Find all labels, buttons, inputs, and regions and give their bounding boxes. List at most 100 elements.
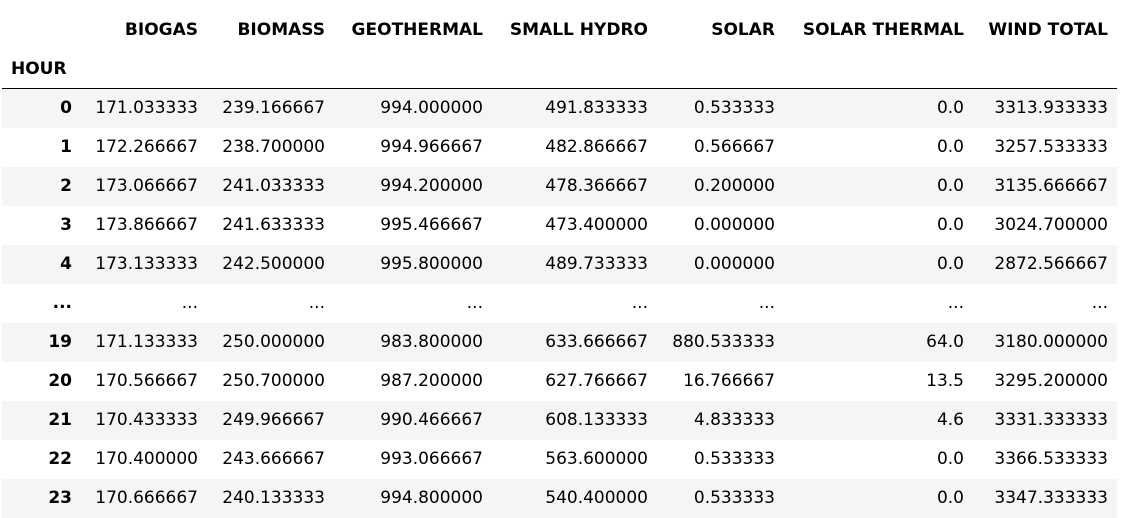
table-cell: 0.566667 [693,137,775,157]
table-cell: 173.066667 [95,176,198,196]
table-cell: 171.133333 [95,332,198,352]
table-cell: 3347.333333 [994,488,1108,508]
empty-header-cell [81,49,207,89]
table-cell: 0.200000 [693,176,775,196]
table-cell: 990.466667 [380,410,483,430]
table-cell: 238.700000 [222,137,325,157]
row-index: 19 [48,332,72,352]
table-cell: 4.6 [936,410,964,430]
row-index: 21 [48,410,72,430]
table-cell: 239.166667 [222,98,325,119]
table-cell: 0.533333 [693,488,775,508]
column-header: WIND TOTAL [988,19,1108,40]
table-cell: 13.5 [926,371,964,391]
table-cell: 627.766667 [545,371,648,391]
table-cell: 994.200000 [380,176,483,196]
table-row: 23 170.666667 240.133333 994.800000 540.4000… [2,478,1117,518]
column-header-row: BIOGAS BIOMASS GEOTHERMAL SMALL HYDRO SO… [2,10,1117,49]
table-cell: 995.466667 [380,215,483,235]
table-cell: 994.800000 [380,488,483,508]
row-index: ... [52,293,72,313]
row-index: 4 [60,254,72,274]
row-index: 3 [60,215,72,235]
empty-header-cell [973,49,1117,89]
table-cell: 241.633333 [222,215,325,235]
table-cell: 173.133333 [95,254,198,274]
table-cell: 478.366667 [545,176,648,196]
empty-header-cell [207,49,334,89]
table-cell: 240.133333 [222,488,325,508]
table-row: 0 171.033333 239.166667 994.000000 491.83333… [2,88,1117,128]
table-cell: 243.666667 [222,449,325,469]
table-cell: 489.733333 [545,254,648,274]
table-cell: 608.133333 [545,410,648,430]
table-cell: 170.666667 [95,488,198,508]
table-cell: ... [758,293,775,313]
table-cell: 0.533333 [693,449,775,469]
table-cell: 0.0 [936,98,964,119]
table-row: 19 171.133333 250.000000 983.800000 633.6666… [2,322,1117,362]
row-index: 20 [48,371,72,391]
table-cell: 540.400000 [545,488,648,508]
corner-cell [2,10,81,49]
table-cell: 16.766667 [683,371,775,391]
table-cell: 473.400000 [545,215,648,235]
table-cell: 0.533333 [693,98,775,119]
table-cell: 3180.000000 [994,332,1108,352]
table-cell: 491.833333 [545,98,648,119]
table-cell: 172.266667 [95,137,198,157]
table-cell: 3331.333333 [994,410,1108,430]
table-cell: 983.800000 [380,332,483,352]
table-cell: 0.000000 [693,215,775,235]
table-cell: 64.0 [926,332,964,352]
row-index: 1 [60,137,72,157]
table-cell: 3295.200000 [994,371,1108,391]
table-cell: 0.0 [936,449,964,469]
table-header: BIOGAS BIOMASS GEOTHERMAL SMALL HYDRO SO… [2,10,1117,89]
table-cell: 170.433333 [95,410,198,430]
table-cell: 0.0 [936,137,964,157]
table-cell: ... [631,293,648,313]
table-cell: 242.500000 [222,254,325,274]
table-cell: 994.966667 [380,137,483,157]
table-cell: 3024.700000 [994,215,1108,235]
table-row: 2 173.066667 241.033333 994.200000 478.36666… [2,166,1117,206]
table-cell: 2872.566667 [994,254,1108,274]
column-header: BIOMASS [237,19,325,40]
table-cell: ... [308,293,325,313]
table-row: 3 173.866667 241.633333 995.466667 473.40000… [2,205,1117,245]
table-cell: 987.200000 [380,371,483,391]
empty-header-cell [334,49,492,89]
empty-header-cell [784,49,973,89]
row-index: 0 [60,98,72,119]
row-index: 22 [48,449,72,469]
table-cell: 994.000000 [380,98,483,119]
empty-header-cell [492,49,657,89]
table-row: 4 173.133333 242.500000 995.800000 489.73333… [2,244,1117,284]
table-cell: 170.566667 [95,371,198,391]
table-cell: 171.033333 [95,98,198,119]
table-row: ........................ [2,283,1117,323]
table-cell: ... [1091,293,1108,313]
empty-header-cell [657,49,784,89]
table-row: 22 170.400000 243.666667 993.066667 563.6000… [2,439,1117,479]
table-cell: ... [466,293,483,313]
table-cell: 3257.533333 [994,137,1108,157]
column-header: SOLAR THERMAL [802,19,964,40]
column-header: SOLAR [711,19,775,40]
table-cell: 3366.533333 [994,449,1108,469]
column-header: GEOTHERMAL [351,19,483,40]
column-header: BIOGAS [124,19,198,40]
table-cell: 563.600000 [545,449,648,469]
table-cell: ... [947,293,964,313]
table-cell: 173.866667 [95,215,198,235]
table-cell: 0.000000 [693,254,775,274]
table-cell: 0.0 [936,254,964,274]
column-header: SMALL HYDRO [509,19,648,40]
row-index: 23 [48,488,72,508]
table-body: 0 171.033333 239.166667 994.000000 491.83333… [2,88,1117,518]
table-cell: 0.0 [936,488,964,508]
table-row: 1 172.266667 238.700000 994.966667 482.86666… [2,127,1117,167]
table-cell: 4.833333 [693,410,775,430]
